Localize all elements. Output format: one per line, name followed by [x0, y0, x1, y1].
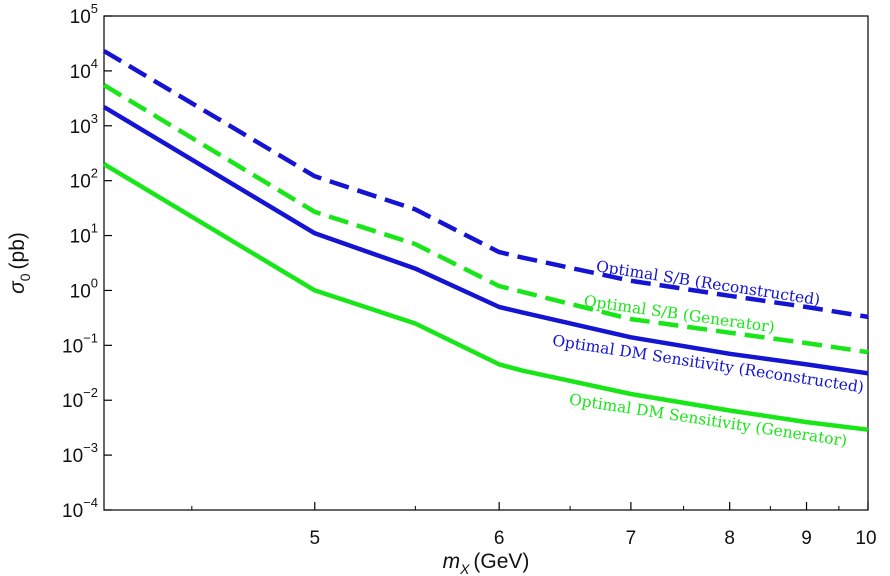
y-tick-label: 103: [70, 111, 98, 138]
y-tick-label: 10−1: [62, 330, 98, 357]
curve-labels: Optimal S/B (Reconstructed)Optimal S/B (…: [551, 257, 865, 450]
y-tick-label: 10−4: [62, 495, 98, 522]
x-ticks: 5 6 7 8 9 10: [191, 502, 877, 549]
series-line-4: [102, 162, 869, 432]
y-axis-label: σ0(pb): [6, 232, 33, 294]
y-tick-label: 102: [70, 166, 98, 193]
y-tick-label: 105: [70, 1, 98, 28]
x-tick-label: 9: [801, 528, 812, 549]
x-tick-label: 8: [724, 528, 735, 549]
plot-frame: [103, 15, 869, 511]
y-tick-label: 101: [70, 221, 98, 248]
y-tick-label: 104: [70, 56, 98, 83]
x-axis-label: mX (GeV): [443, 550, 530, 576]
x-tick-label: 6: [494, 528, 505, 549]
series-lines: [102, 49, 869, 432]
series-line-1: [102, 49, 869, 320]
x-tick-label: 10: [855, 528, 876, 549]
y-ticks: 10−4 10−3 10−2 10−1 100 101 102 103 104 105: [62, 1, 112, 522]
y-tick-label: 10−2: [62, 385, 98, 412]
x-tick-label: 7: [626, 528, 637, 549]
y-tick-label: 100: [70, 275, 98, 302]
series-line-3: [102, 105, 869, 376]
series-line-2: [102, 83, 869, 355]
y-tick-label: 10−3: [62, 440, 98, 467]
x-tick-label: 5: [309, 528, 320, 549]
